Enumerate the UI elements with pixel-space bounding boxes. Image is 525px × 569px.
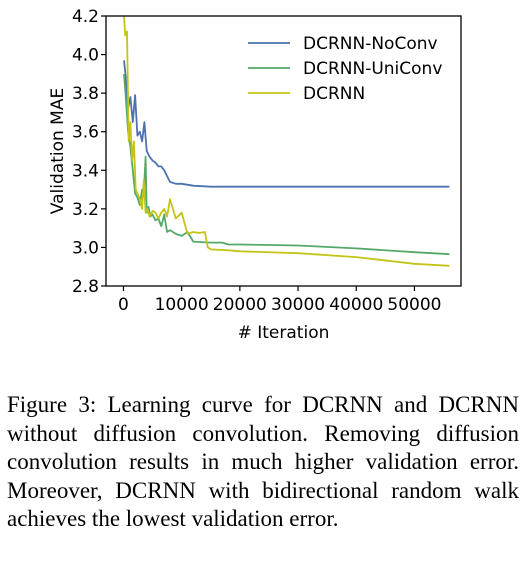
y-tick-label: 3.8 [72, 84, 99, 104]
series-line-dcrnn [123, 16, 450, 267]
plot-frame [105, 15, 462, 287]
x-axis-label: # Iteration [238, 323, 330, 343]
y-tick-label: 4.2 [72, 7, 99, 27]
y-tick-label: 3.6 [72, 123, 99, 143]
x-tick-label: 50000 [387, 295, 441, 315]
series-line-dcrnn-noconv [123, 60, 450, 188]
x-axis-ticks: 0 10000 20000 30000 40000 50000 [118, 286, 441, 315]
y-tick-label: 3.4 [72, 161, 99, 181]
x-tick-label: 40000 [329, 295, 383, 315]
x-tick-label: 30000 [271, 295, 325, 315]
y-tick-label: 4.0 [72, 46, 99, 66]
x-tick-label: 0 [118, 295, 129, 315]
y-tick-label: 3.2 [72, 200, 99, 220]
figure-caption: Figure 3: Learning curve for DCRNN and D… [7, 392, 519, 531]
legend-label-dcrnn-uniconv: DCRNN-UniConv [303, 59, 442, 79]
x-tick-label: 10000 [155, 295, 209, 315]
y-tick-label: 2.8 [72, 277, 99, 297]
y-axis-ticks: 2.8 3.0 3.2 3.4 3.6 3.8 4.0 4.2 [72, 7, 106, 297]
legend: DCRNN-NoConv DCRNN-UniConv DCRNN [248, 34, 442, 104]
axes [105, 15, 462, 287]
legend-label-dcrnn: DCRNN [303, 84, 365, 104]
plot-area [106, 16, 461, 286]
y-tick-label: 3.0 [72, 238, 99, 258]
y-axis-label: Validation MAE [48, 88, 68, 214]
legend-label-dcrnn-noconv: DCRNN-NoConv [303, 34, 438, 54]
series-lines [123, 16, 450, 267]
learning-curve-chart: 0 10000 20000 30000 40000 50000 2.8 3.0 3.2 3.4 3… [48, 7, 462, 343]
x-tick-label: 20000 [213, 295, 267, 315]
